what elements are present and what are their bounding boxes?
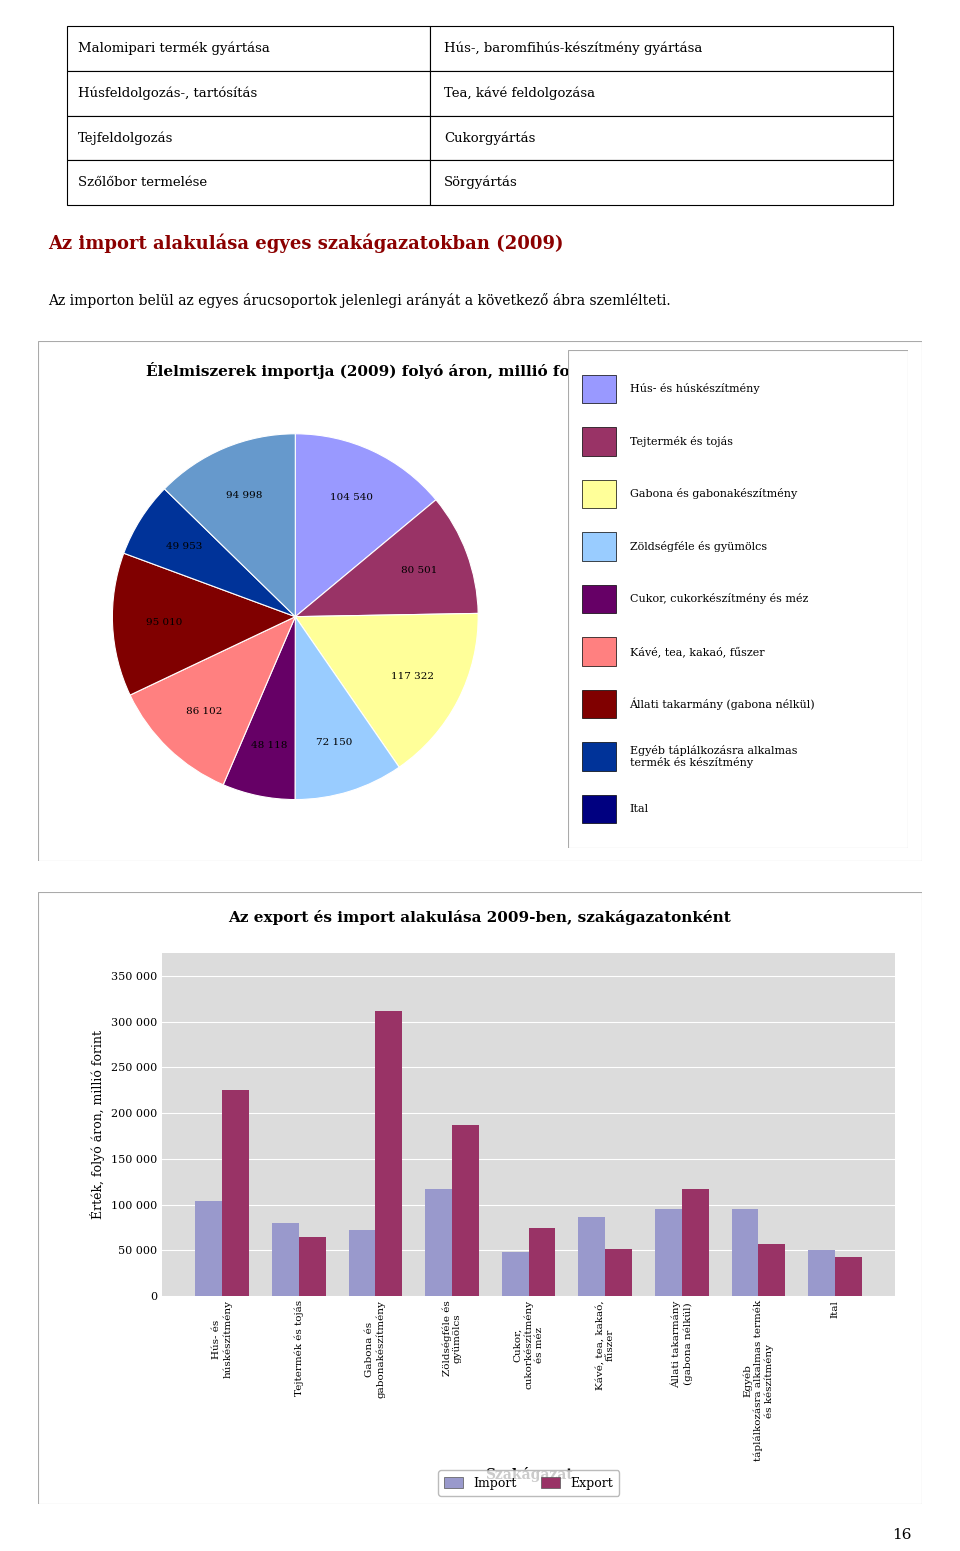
Bar bbox=[272, 1222, 299, 1297]
Bar bbox=[67, 71, 430, 116]
Bar bbox=[430, 71, 893, 116]
Text: Tejtermék és tojás: Tejtermék és tojás bbox=[630, 436, 732, 447]
Bar bbox=[582, 532, 616, 561]
Bar bbox=[430, 160, 893, 205]
Text: Ital: Ital bbox=[630, 803, 649, 814]
Wedge shape bbox=[112, 554, 296, 695]
Bar bbox=[425, 1188, 452, 1297]
Bar bbox=[582, 374, 616, 403]
Text: Egyéb táplálkozásra alkalmas
termék és készítmény: Egyéb táplálkozásra alkalmas termék és k… bbox=[630, 744, 797, 768]
Text: 80 501: 80 501 bbox=[400, 566, 437, 575]
Bar bbox=[452, 1124, 479, 1297]
Text: 95 010: 95 010 bbox=[146, 617, 182, 627]
Bar bbox=[682, 1190, 708, 1297]
Wedge shape bbox=[296, 499, 478, 617]
Text: Cukorgyártás: Cukorgyártás bbox=[444, 132, 536, 144]
Bar bbox=[196, 1200, 222, 1297]
Text: 16: 16 bbox=[893, 1528, 912, 1542]
Text: 94 998: 94 998 bbox=[226, 490, 262, 499]
Text: 49 953: 49 953 bbox=[166, 541, 203, 551]
Bar bbox=[67, 26, 430, 71]
Bar bbox=[529, 1227, 556, 1297]
Text: Az export és import alakulása 2009-ben, szakágazatonként: Az export és import alakulása 2009-ben, … bbox=[228, 910, 732, 926]
Wedge shape bbox=[164, 434, 296, 617]
Bar bbox=[222, 1090, 249, 1297]
Text: 48 118: 48 118 bbox=[251, 741, 287, 751]
Text: Kávé, tea, kakaó, fűszer: Kávé, tea, kakaó, fűszer bbox=[630, 647, 764, 658]
Bar bbox=[732, 1210, 758, 1297]
Bar bbox=[808, 1250, 835, 1297]
Wedge shape bbox=[296, 434, 436, 617]
Text: Cukor, cukorkészítmény és méz: Cukor, cukorkészítmény és méz bbox=[630, 594, 808, 605]
Bar bbox=[348, 1230, 375, 1297]
Bar bbox=[430, 26, 893, 71]
Bar bbox=[605, 1249, 632, 1297]
Text: Élelmiszerek importja (2009) folyó áron, millió forint: Élelmiszerek importja (2009) folyó áron,… bbox=[146, 361, 602, 378]
Bar bbox=[582, 427, 616, 456]
Bar bbox=[299, 1236, 325, 1297]
Text: Hús-, baromfihús-készítmény gyártása: Hús-, baromfihús-készítmény gyártása bbox=[444, 42, 703, 56]
Bar bbox=[375, 1011, 402, 1297]
Bar bbox=[430, 116, 893, 160]
Text: Az importon belül az egyes árucsoportok jelenlegi arányát a következő ábra szeml: Az importon belül az egyes árucsoportok … bbox=[48, 293, 671, 309]
Bar bbox=[67, 160, 430, 205]
X-axis label: Szakágazat: Szakágazat bbox=[485, 1467, 572, 1483]
Wedge shape bbox=[295, 617, 399, 800]
Text: 117 322: 117 322 bbox=[391, 672, 434, 681]
Text: Hús- és húskészítmény: Hús- és húskészítmény bbox=[630, 383, 759, 394]
Wedge shape bbox=[296, 613, 478, 768]
Legend: Import, Export: Import, Export bbox=[438, 1470, 619, 1495]
Text: Állati takarmány (gabona nélkül): Állati takarmány (gabona nélkül) bbox=[630, 698, 815, 710]
Bar bbox=[582, 794, 616, 824]
Bar bbox=[502, 1252, 529, 1297]
Text: Az import alakulása egyes szakágazatokban (2009): Az import alakulása egyes szakágazatokba… bbox=[48, 234, 564, 253]
Text: 72 150: 72 150 bbox=[316, 738, 352, 748]
Wedge shape bbox=[124, 489, 296, 617]
Text: Húsfeldolgozás-, tartósítás: Húsfeldolgozás-, tartósítás bbox=[78, 87, 257, 99]
Text: Zöldségféle és gyümölcs: Zöldségféle és gyümölcs bbox=[630, 541, 767, 552]
Bar bbox=[758, 1244, 785, 1297]
Text: Gabona és gabonakészítmény: Gabona és gabonakészítmény bbox=[630, 489, 797, 499]
Bar bbox=[582, 585, 616, 614]
Text: Sörgyártás: Sörgyártás bbox=[444, 175, 518, 189]
Bar bbox=[67, 116, 430, 160]
Bar bbox=[582, 479, 616, 509]
Bar bbox=[655, 1210, 682, 1297]
Text: 86 102: 86 102 bbox=[186, 707, 222, 717]
Text: Tea, kávé feldolgozása: Tea, kávé feldolgozása bbox=[444, 87, 595, 99]
Bar bbox=[835, 1256, 862, 1297]
Text: Tejfeldolgozás: Tejfeldolgozás bbox=[78, 132, 174, 144]
Wedge shape bbox=[223, 617, 296, 800]
Bar bbox=[582, 637, 616, 665]
Text: Szőlőbor termelése: Szőlőbor termelése bbox=[78, 175, 207, 189]
Bar bbox=[582, 690, 616, 718]
Bar bbox=[582, 741, 616, 771]
Text: 104 540: 104 540 bbox=[329, 493, 372, 503]
Wedge shape bbox=[130, 617, 296, 785]
Y-axis label: Érték, folyó áron, millió forint: Érték, folyó áron, millió forint bbox=[90, 1030, 106, 1219]
Text: Malomipari termék gyártása: Malomipari termék gyártása bbox=[78, 42, 270, 56]
Bar bbox=[578, 1218, 605, 1297]
